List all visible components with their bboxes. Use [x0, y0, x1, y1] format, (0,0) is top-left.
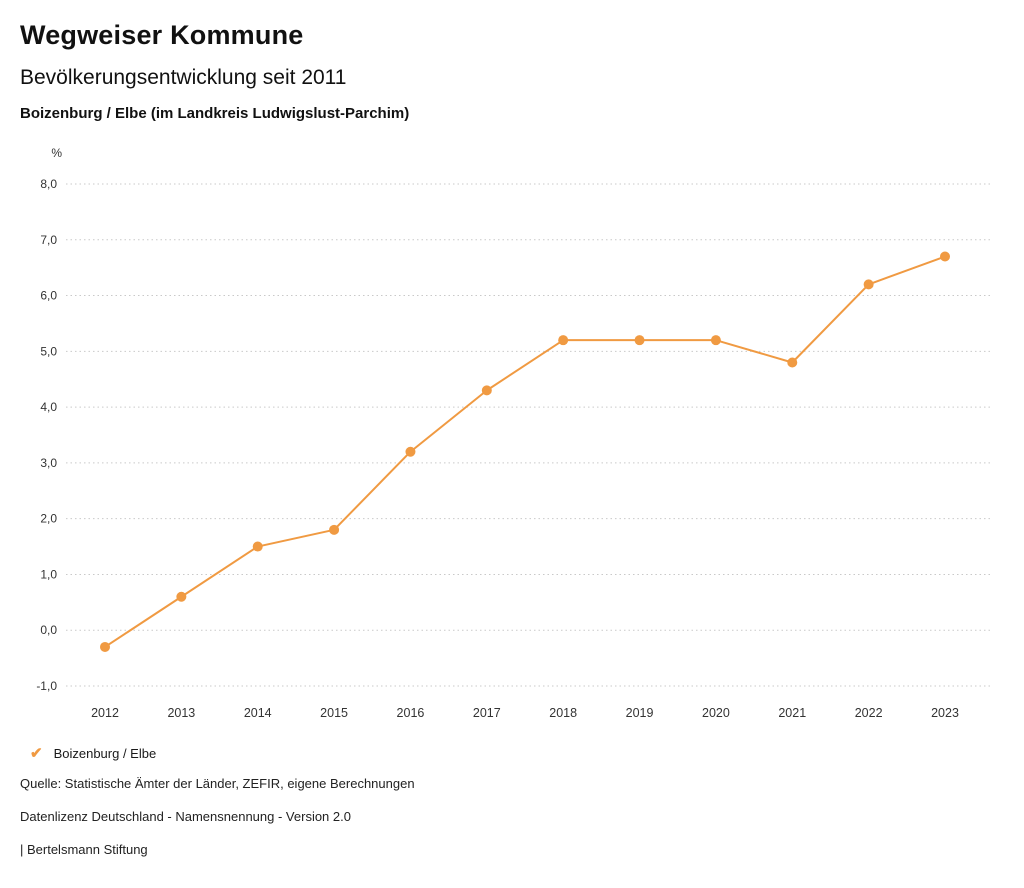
x-tick-label: 2019: [626, 706, 654, 720]
y-tick-label: 1,0: [40, 567, 57, 581]
x-tick-label: 2012: [91, 706, 119, 720]
x-tick-label: 2018: [549, 706, 577, 720]
legend-item-boizenburg[interactable]: ✔ Boizenburg / Elbe: [30, 746, 156, 761]
x-tick-label: 2015: [320, 706, 348, 720]
x-tick-label: 2017: [473, 706, 501, 720]
license-note: Datenlizenz Deutschland - Namensnennung …: [20, 808, 351, 824]
data-point: [787, 357, 798, 368]
chart-title: Bevölkerungsentwicklung seit 2011: [20, 66, 347, 90]
data-point: [100, 641, 110, 652]
x-tick-label: 2021: [778, 706, 806, 720]
x-tick-label: 2020: [702, 706, 730, 720]
data-point: [863, 279, 874, 290]
data-point: [329, 524, 340, 535]
region-subtitle: Boizenburg / Elbe (im Landkreis Ludwigsl…: [20, 105, 410, 123]
x-tick-label: 2013: [167, 706, 195, 720]
y-tick-label: 0,0: [40, 623, 57, 637]
y-tick-label: 2,0: [40, 511, 57, 525]
data-point: [710, 334, 721, 345]
population-line-chart: % 8,0 7,0 6,0 5,0 4,0 3,0 2,0 1,0 0,0 -1,0 2012 2013…: [36, 146, 990, 720]
data-point: [252, 541, 263, 552]
footer: Quelle: Statistische Ämter der Länder, Z…: [20, 775, 1024, 858]
y-tick-label: 6,0: [40, 288, 57, 302]
x-tick-label: 2022: [855, 706, 883, 720]
x-tick-label: 2023: [931, 706, 959, 720]
series-line: [104, 255, 946, 648]
brand-note: | Bertelsmann Stiftung: [20, 841, 148, 857]
data-point: [558, 334, 569, 345]
data-point: [481, 385, 492, 396]
source-note: Quelle: Statistische Ämter der Länder, Z…: [20, 775, 415, 791]
x-tick-label: 2016: [397, 706, 425, 720]
x-tick-label: 2014: [244, 706, 272, 720]
y-tick-label: 3,0: [40, 456, 57, 470]
y-tick-label: 7,0: [40, 232, 57, 246]
legend-label: Boizenburg / Elbe: [53, 745, 157, 761]
check-icon: ✔: [30, 744, 43, 762]
y-tick-label: -1,0: [36, 679, 57, 693]
chart-area: % 8,0 7,0 6,0 5,0 4,0 3,0 2,0 1,0 0,0 -1,0 2012 2013…: [0, 137, 1024, 734]
data-point: [940, 251, 950, 262]
y-tick-label: 4,0: [40, 400, 57, 414]
y-tick-label: 5,0: [40, 344, 57, 358]
app-title: Wegweiser Kommune: [20, 20, 304, 50]
data-point: [176, 591, 187, 602]
y-axis-unit-label: %: [51, 146, 62, 160]
data-point: [405, 446, 416, 457]
y-tick-label: 8,0: [40, 177, 57, 191]
page-header: Wegweiser Kommune Bevölkerungsentwicklun…: [0, 0, 1024, 123]
data-point: [634, 334, 645, 345]
